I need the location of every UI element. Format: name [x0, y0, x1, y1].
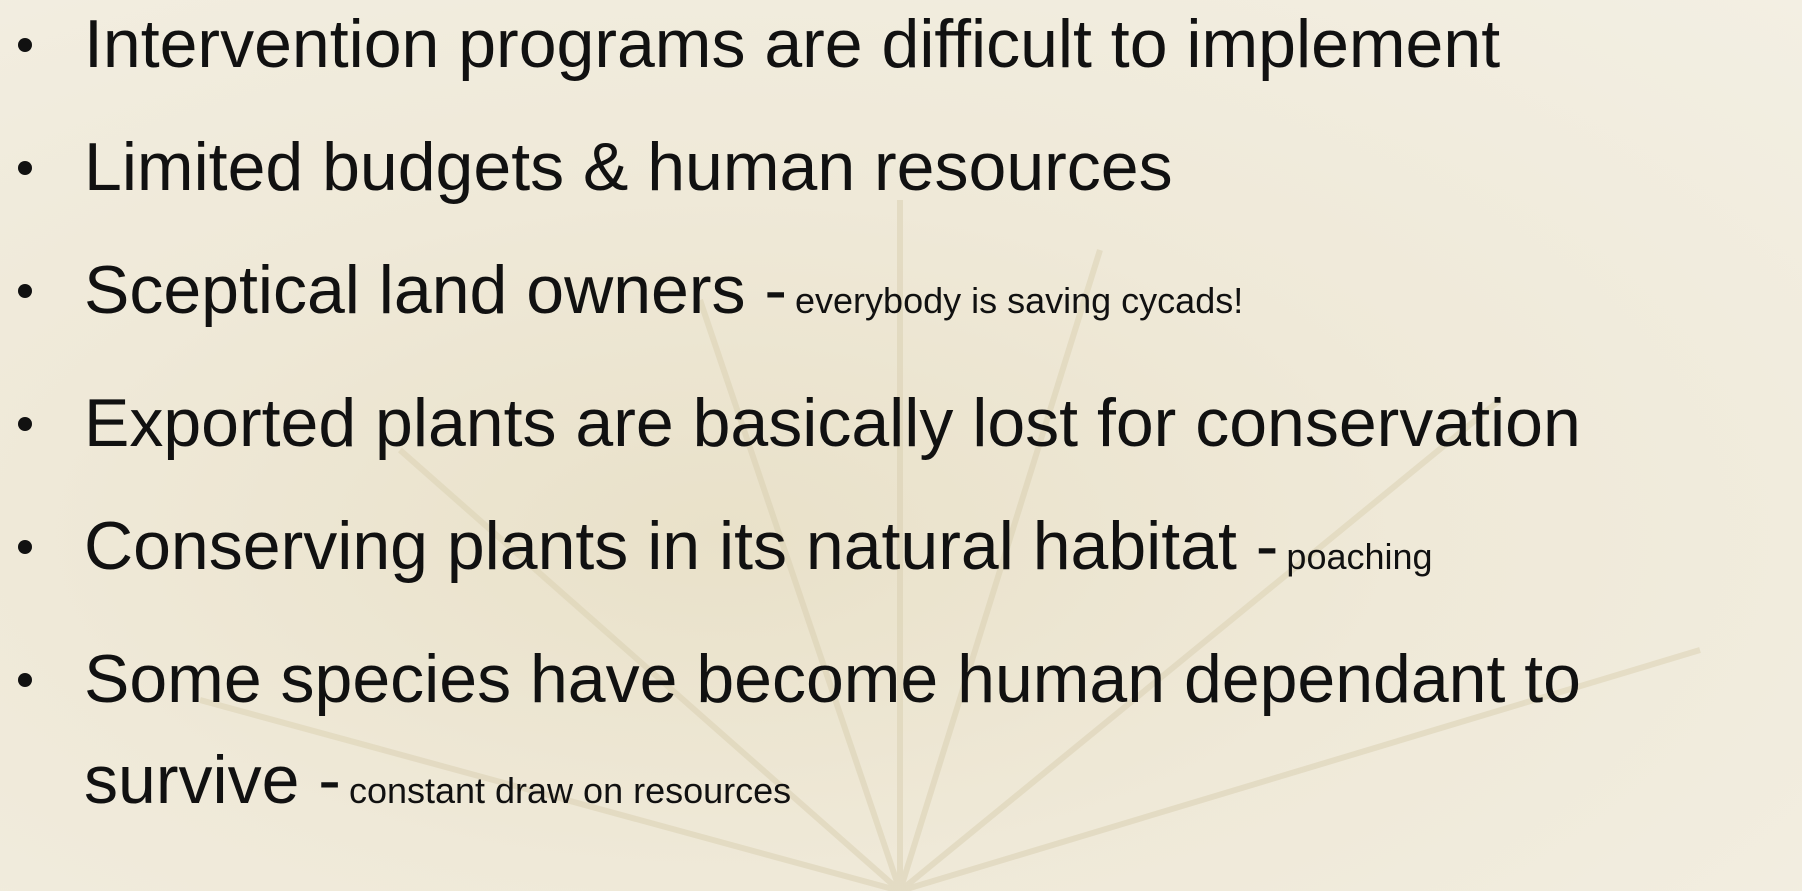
- bullet-dot: [18, 38, 32, 52]
- bullet-item: Exported plants are basically lost for c…: [0, 373, 1790, 474]
- bullet-note: poaching: [1286, 536, 1432, 577]
- bullet-text: Some species have become human dependant…: [84, 641, 1581, 818]
- bullet-text: Sceptical land owners -: [84, 252, 787, 328]
- bullet-item: Some species have become human dependant…: [0, 629, 1790, 841]
- bullet-dot: [18, 161, 32, 175]
- bullet-item: Sceptical land owners -everybody is savi…: [0, 240, 1790, 351]
- bullet-text: Conserving plants in its natural habitat…: [84, 508, 1278, 584]
- bullet-list: Intervention programs are difficult to i…: [0, 0, 1790, 863]
- bullet-dot: [18, 284, 32, 298]
- bullet-item: Intervention programs are difficult to i…: [0, 0, 1790, 95]
- bullet-text: Exported plants are basically lost for c…: [84, 385, 1581, 461]
- bullet-dot: [18, 540, 32, 554]
- bullet-item: Conserving plants in its natural habitat…: [0, 496, 1790, 607]
- bullet-text: Intervention programs are difficult to i…: [84, 6, 1500, 82]
- bullet-note: constant draw on resources: [349, 770, 791, 811]
- slide: Intervention programs are difficult to i…: [0, 0, 1802, 891]
- bullet-dot: [18, 673, 32, 687]
- bullet-text: Limited budgets & human resources: [84, 129, 1173, 205]
- bullet-item: Limited budgets & human resources: [0, 117, 1790, 218]
- bullet-note: everybody is saving cycads!: [795, 280, 1243, 321]
- bullet-dot: [18, 417, 32, 431]
